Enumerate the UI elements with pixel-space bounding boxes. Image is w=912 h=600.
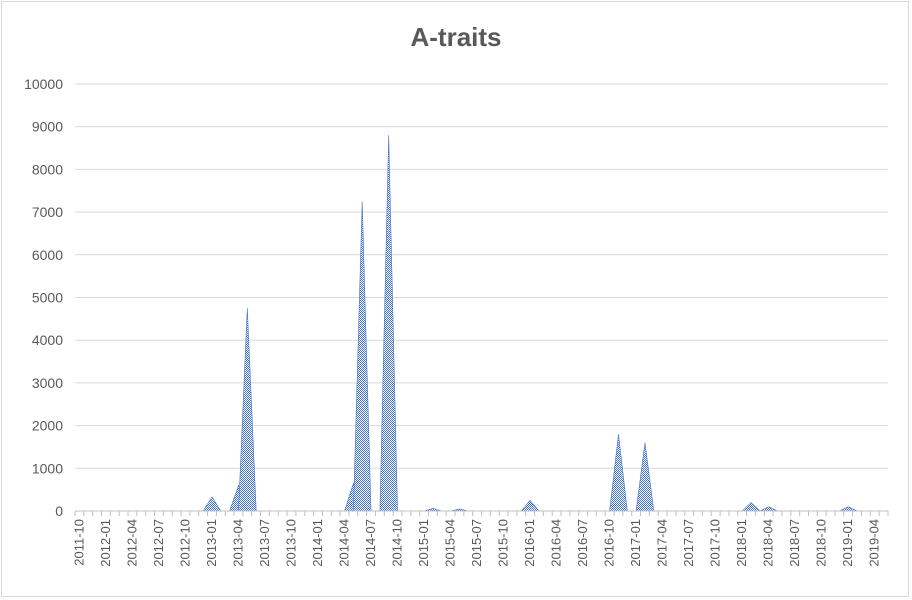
y-tick-label: 5000 xyxy=(32,290,63,306)
x-tick-label: 2017-04 xyxy=(655,519,670,567)
area-peak xyxy=(353,201,372,512)
area-peak xyxy=(520,499,540,512)
x-tick-label: 2018-07 xyxy=(787,519,802,567)
y-tick-label: 3000 xyxy=(32,375,63,391)
chart-title: A-traits xyxy=(410,22,502,52)
x-tick-label: 2013-10 xyxy=(284,519,299,567)
x-tick-label: 2016-01 xyxy=(522,519,537,567)
x-tick-label: 2014-01 xyxy=(310,519,325,567)
y-tick-label: 9000 xyxy=(32,119,63,135)
x-tick-label: 2013-07 xyxy=(257,519,272,567)
x-tick-label: 2013-04 xyxy=(231,519,246,567)
x-tick-label: 2017-07 xyxy=(681,519,696,567)
y-tick-labels: 0 1000 2000 3000 4000 5000 6000 7000 8000 9000 100… xyxy=(24,76,63,519)
x-tick-label: 2012-04 xyxy=(124,519,139,567)
x-tick-label: 2017-10 xyxy=(708,519,723,567)
area-peak xyxy=(839,506,858,512)
x-tick-label: 2015-01 xyxy=(416,519,431,567)
data-areas xyxy=(202,135,858,512)
x-tick-label: 2018-01 xyxy=(734,519,749,567)
x-tick-label: 2019-01 xyxy=(840,519,855,567)
area-peak xyxy=(609,434,628,512)
x-tick-label: 2019-04 xyxy=(867,519,882,567)
area-peak xyxy=(379,135,398,512)
area-peak xyxy=(202,496,222,512)
x-tick-label: 2016-07 xyxy=(575,519,590,567)
x-tick-label: 2012-10 xyxy=(178,519,193,567)
y-tick-label: 7000 xyxy=(32,204,63,220)
x-tick-labels: 2011-10 2012-01 2012-04 2012-07 2012-10 2013-… xyxy=(71,519,881,567)
x-tick-label: 2017-01 xyxy=(628,519,643,567)
y-tick-label: 2000 xyxy=(32,418,63,434)
x-tick-label: 2014-04 xyxy=(337,519,352,567)
area-peak xyxy=(635,442,655,512)
y-tick-label: 4000 xyxy=(32,332,63,348)
y-tick-label: 8000 xyxy=(32,161,63,177)
x-tick-label: 2015-07 xyxy=(469,519,484,567)
x-tick-label: 2016-10 xyxy=(602,519,617,567)
area-peak xyxy=(238,308,257,512)
y-tick-label: 6000 xyxy=(32,247,63,263)
x-tick-label: 2013-01 xyxy=(204,519,219,567)
area-peak xyxy=(759,506,778,512)
x-tick-label: 2014-10 xyxy=(390,519,405,567)
x-tick-label: 2018-04 xyxy=(761,519,776,567)
area-peak xyxy=(741,502,761,512)
y-tick-label: 10000 xyxy=(24,76,63,92)
x-tick-label: 2015-10 xyxy=(496,519,511,567)
y-tick-label: 0 xyxy=(55,503,63,519)
axes xyxy=(74,510,889,516)
gridlines xyxy=(75,83,888,469)
x-tick-label: 2015-04 xyxy=(443,519,458,567)
x-tick-label: 2011-10 xyxy=(71,519,86,566)
x-tick-label: 2012-01 xyxy=(98,519,113,567)
x-tick-label: 2012-07 xyxy=(151,519,166,567)
y-tick-label: 1000 xyxy=(32,460,63,476)
x-tick-label: 2016-04 xyxy=(549,519,564,567)
x-tick-label: 2014-07 xyxy=(363,519,378,567)
x-tick-label: 2018-10 xyxy=(814,519,829,567)
